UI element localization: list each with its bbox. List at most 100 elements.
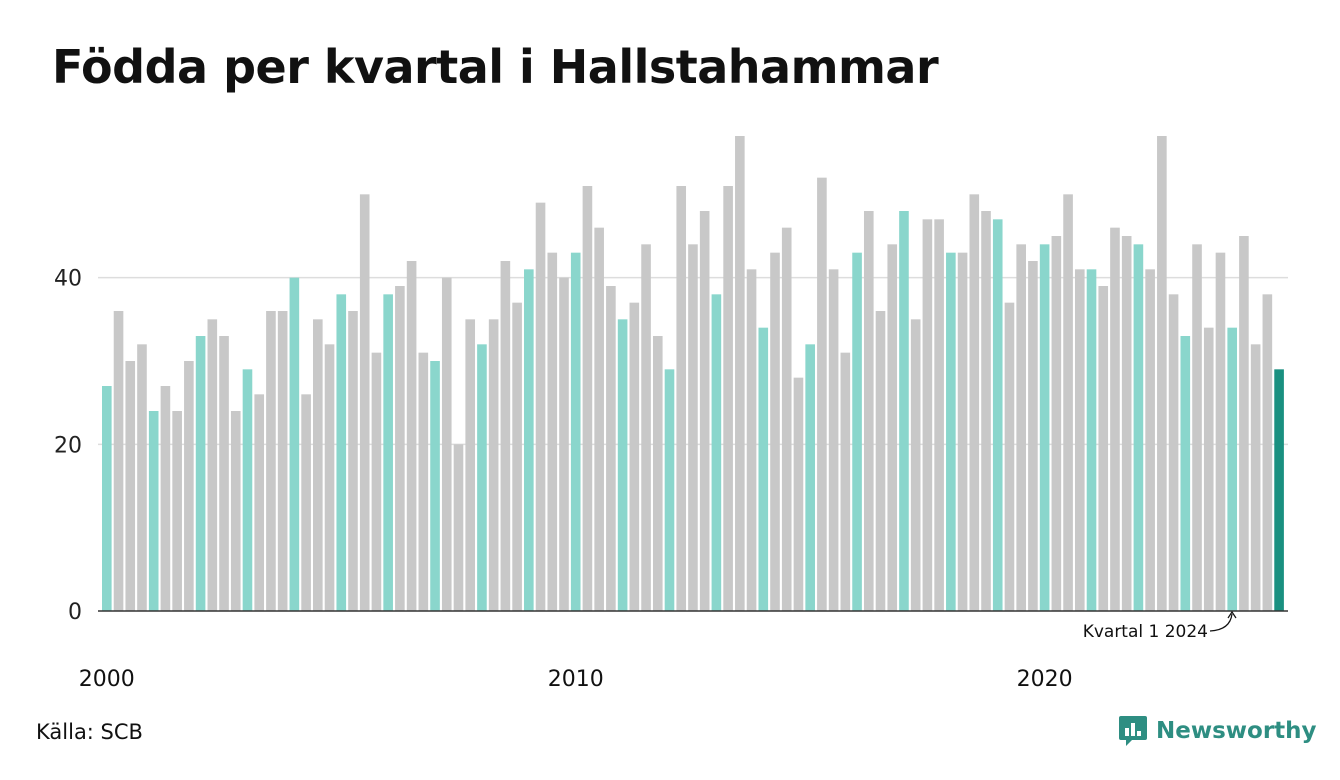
bar <box>606 286 616 611</box>
bar <box>1203 327 1214 611</box>
bar <box>313 319 323 611</box>
bar <box>230 411 241 611</box>
bar <box>1086 269 1097 611</box>
bar <box>946 252 956 612</box>
source-label: Källa: SCB <box>36 720 143 744</box>
bar <box>524 269 534 611</box>
bar <box>488 319 499 611</box>
bar <box>500 261 511 611</box>
bar <box>453 444 464 611</box>
bar <box>770 252 780 612</box>
bar <box>465 319 476 611</box>
bar <box>629 302 640 611</box>
bar <box>184 361 194 611</box>
bar <box>418 352 429 611</box>
bar <box>723 186 733 611</box>
bar <box>125 361 136 611</box>
bar <box>1262 294 1273 611</box>
bar <box>512 302 522 611</box>
x-tick-label: 2010 <box>548 667 604 692</box>
bar <box>547 252 558 612</box>
y-tick-label: 40 <box>54 267 82 292</box>
bar <box>863 211 874 611</box>
bar <box>301 394 311 611</box>
bar <box>1063 194 1073 611</box>
y-tick-labels: 0 20 40 <box>54 267 82 625</box>
bar <box>676 186 687 611</box>
bar <box>1168 294 1179 611</box>
bar <box>758 327 769 611</box>
bar <box>1121 236 1132 611</box>
bar <box>254 394 265 611</box>
bar <box>699 211 710 611</box>
x-tick-label: 2000 <box>79 667 135 692</box>
bar <box>899 211 909 611</box>
y-tick-label: 20 <box>54 433 82 458</box>
bar <box>371 352 382 611</box>
bar <box>289 277 300 611</box>
bar <box>969 194 980 611</box>
annotation-arrow <box>1209 613 1233 632</box>
bar <box>735 136 745 611</box>
bar <box>688 244 698 611</box>
bar <box>1028 261 1038 611</box>
bars <box>102 136 1284 612</box>
bar <box>910 319 921 611</box>
bar <box>113 311 124 611</box>
bar <box>875 311 886 611</box>
bar <box>1145 269 1155 611</box>
bar <box>1016 244 1026 611</box>
bar <box>324 344 335 611</box>
chart-title: Födda per kvartal i Hallstahammar <box>52 40 939 94</box>
bar <box>172 411 182 611</box>
bar <box>641 244 651 611</box>
bar <box>781 227 792 612</box>
bar <box>359 194 370 611</box>
y-tick-label: 0 <box>68 600 82 625</box>
bar <box>277 311 288 611</box>
bar <box>852 252 862 612</box>
bar <box>477 344 487 611</box>
bar <box>348 311 358 611</box>
bar <box>1192 244 1202 611</box>
bar <box>840 352 851 611</box>
bar <box>711 294 722 611</box>
bar <box>336 294 347 611</box>
bar <box>1239 236 1249 611</box>
bar <box>1098 286 1109 611</box>
bar <box>1004 302 1015 611</box>
bar <box>1250 344 1261 611</box>
bar <box>828 269 839 611</box>
bar <box>1074 269 1085 611</box>
brand-name: Newsworthy <box>1156 718 1317 744</box>
bar <box>594 227 604 612</box>
bar <box>383 294 393 611</box>
bar <box>981 211 991 611</box>
bar <box>242 369 253 611</box>
bar <box>1051 236 1062 611</box>
bar <box>817 177 827 612</box>
bar <box>793 377 804 611</box>
bar <box>746 269 757 611</box>
bar <box>207 319 218 611</box>
bar <box>148 411 159 611</box>
bar <box>1157 136 1167 611</box>
bar <box>102 386 112 611</box>
bar <box>1180 336 1191 611</box>
bar <box>266 311 276 611</box>
brand-logo: Newsworthy <box>1118 714 1317 748</box>
bar <box>1227 327 1237 611</box>
bar <box>887 244 898 611</box>
newsworthy-logo-icon <box>1119 716 1147 746</box>
bar <box>559 277 569 611</box>
bar <box>1274 369 1284 611</box>
bar <box>1110 227 1120 612</box>
bar <box>652 336 663 611</box>
annotation-arrowhead <box>1227 610 1237 619</box>
bar <box>219 336 229 611</box>
bar <box>1039 244 1050 611</box>
bar <box>195 336 206 611</box>
annotation: Kvartal 1 2024 <box>1083 610 1237 642</box>
latest-annotation-label: Kvartal 1 2024 <box>1083 622 1208 642</box>
